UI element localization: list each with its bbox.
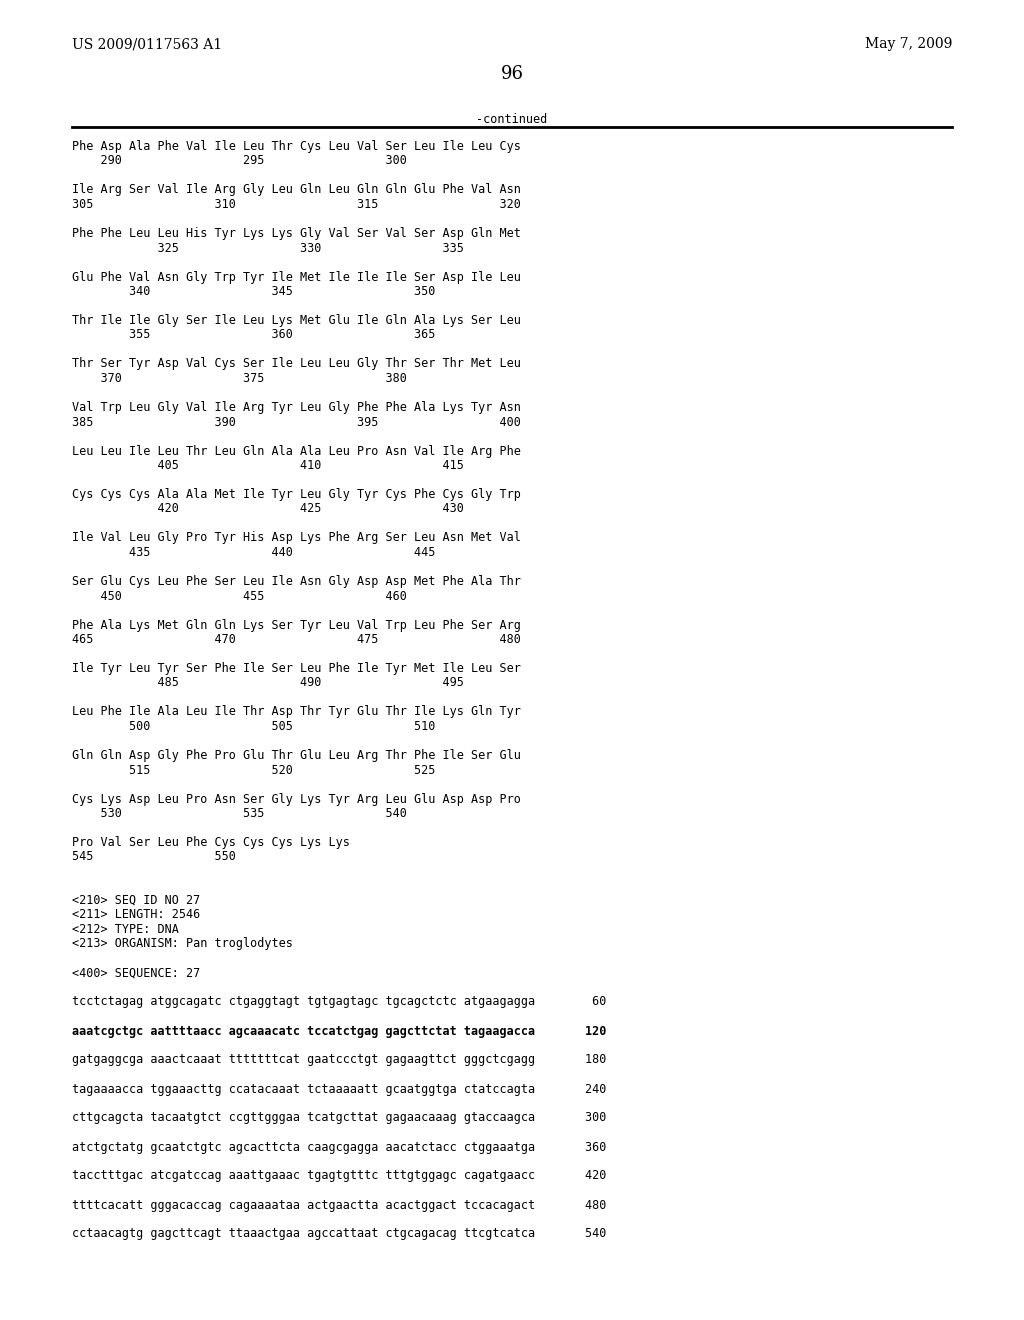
Text: gatgaggcga aaactcaaat tttttttcat gaatccctgt gagaagttct gggctcgagg       180: gatgaggcga aaactcaaat tttttttcat gaatccc…	[72, 1053, 606, 1067]
Text: May 7, 2009: May 7, 2009	[864, 37, 952, 51]
Text: 545                 550: 545 550	[72, 850, 236, 863]
Text: aaatcgctgc aattttaacc agcaaacatc tccatctgag gagcttctat tagaagacca       120: aaatcgctgc aattttaacc agcaaacatc tccatct…	[72, 1024, 606, 1038]
Text: Thr Ser Tyr Asp Val Cys Ser Ile Leu Leu Gly Thr Ser Thr Met Leu: Thr Ser Tyr Asp Val Cys Ser Ile Leu Leu …	[72, 358, 521, 371]
Text: <400> SEQUENCE: 27: <400> SEQUENCE: 27	[72, 966, 201, 979]
Text: 340                 345                 350: 340 345 350	[72, 285, 435, 298]
Text: 450                 455                 460: 450 455 460	[72, 590, 407, 602]
Text: cctaacagtg gagcttcagt ttaaactgaa agccattaat ctgcagacag ttcgtcatca       540: cctaacagtg gagcttcagt ttaaactgaa agccatt…	[72, 1228, 606, 1241]
Text: Ile Val Leu Gly Pro Tyr His Asp Lys Phe Arg Ser Leu Asn Met Val: Ile Val Leu Gly Pro Tyr His Asp Lys Phe …	[72, 532, 521, 544]
Text: Pro Val Ser Leu Phe Cys Cys Cys Lys Lys: Pro Val Ser Leu Phe Cys Cys Cys Lys Lys	[72, 836, 350, 849]
Text: Glu Phe Val Asn Gly Trp Tyr Ile Met Ile Ile Ile Ser Asp Ile Leu: Glu Phe Val Asn Gly Trp Tyr Ile Met Ile …	[72, 271, 521, 284]
Text: Thr Ile Ile Gly Ser Ile Leu Lys Met Glu Ile Gln Ala Lys Ser Leu: Thr Ile Ile Gly Ser Ile Leu Lys Met Glu …	[72, 314, 521, 327]
Text: 530                 535                 540: 530 535 540	[72, 807, 407, 820]
Text: 290                 295                 300: 290 295 300	[72, 154, 407, 168]
Text: <212> TYPE: DNA: <212> TYPE: DNA	[72, 923, 179, 936]
Text: 370                 375                 380: 370 375 380	[72, 372, 407, 385]
Text: Cys Lys Asp Leu Pro Asn Ser Gly Lys Tyr Arg Leu Glu Asp Asp Pro: Cys Lys Asp Leu Pro Asn Ser Gly Lys Tyr …	[72, 792, 521, 805]
Text: -continued: -continued	[476, 114, 548, 125]
Text: Leu Leu Ile Leu Thr Leu Gln Ala Ala Leu Pro Asn Val Ile Arg Phe: Leu Leu Ile Leu Thr Leu Gln Ala Ala Leu …	[72, 445, 521, 458]
Text: ttttcacatt gggacaccag cagaaaataa actgaactta acactggact tccacagact       480: ttttcacatt gggacaccag cagaaaataa actgaac…	[72, 1199, 606, 1212]
Text: 485                 490                 495: 485 490 495	[72, 676, 464, 689]
Text: <210> SEQ ID NO 27: <210> SEQ ID NO 27	[72, 894, 201, 907]
Text: cttgcagcta tacaatgtct ccgttgggaa tcatgcttat gagaacaaag gtaccaagca       300: cttgcagcta tacaatgtct ccgttgggaa tcatgct…	[72, 1111, 606, 1125]
Text: Phe Phe Leu Leu His Tyr Lys Lys Gly Val Ser Val Ser Asp Gln Met: Phe Phe Leu Leu His Tyr Lys Lys Gly Val …	[72, 227, 521, 240]
Text: 405                 410                 415: 405 410 415	[72, 459, 464, 473]
Text: Ser Glu Cys Leu Phe Ser Leu Ile Asn Gly Asp Asp Met Phe Ala Thr: Ser Glu Cys Leu Phe Ser Leu Ile Asn Gly …	[72, 576, 521, 587]
Text: <211> LENGTH: 2546: <211> LENGTH: 2546	[72, 908, 201, 921]
Text: 385                 390                 395                 400: 385 390 395 400	[72, 416, 521, 429]
Text: 355                 360                 365: 355 360 365	[72, 329, 435, 342]
Text: 435                 440                 445: 435 440 445	[72, 546, 435, 558]
Text: Val Trp Leu Gly Val Ile Arg Tyr Leu Gly Phe Phe Ala Lys Tyr Asn: Val Trp Leu Gly Val Ile Arg Tyr Leu Gly …	[72, 401, 521, 414]
Text: tagaaaacca tggaaacttg ccatacaaat tctaaaaatt gcaatggtga ctatccagta       240: tagaaaacca tggaaacttg ccatacaaat tctaaaa…	[72, 1082, 606, 1096]
Text: 96: 96	[501, 65, 523, 83]
Text: US 2009/0117563 A1: US 2009/0117563 A1	[72, 37, 222, 51]
Text: 465                 470                 475                 480: 465 470 475 480	[72, 634, 521, 645]
Text: Gln Gln Asp Gly Phe Pro Glu Thr Glu Leu Arg Thr Phe Ile Ser Glu: Gln Gln Asp Gly Phe Pro Glu Thr Glu Leu …	[72, 748, 521, 762]
Text: tacctttgac atcgatccag aaattgaaac tgagtgtttc tttgtggagc cagatgaacc       420: tacctttgac atcgatccag aaattgaaac tgagtgt…	[72, 1170, 606, 1183]
Text: Phe Ala Lys Met Gln Gln Lys Ser Tyr Leu Val Trp Leu Phe Ser Arg: Phe Ala Lys Met Gln Gln Lys Ser Tyr Leu …	[72, 619, 521, 631]
Text: 500                 505                 510: 500 505 510	[72, 719, 435, 733]
Text: Cys Cys Cys Ala Ala Met Ile Tyr Leu Gly Tyr Cys Phe Cys Gly Trp: Cys Cys Cys Ala Ala Met Ile Tyr Leu Gly …	[72, 488, 521, 502]
Text: 305                 310                 315                 320: 305 310 315 320	[72, 198, 521, 211]
Text: <213> ORGANISM: Pan troglodytes: <213> ORGANISM: Pan troglodytes	[72, 937, 293, 950]
Text: Ile Arg Ser Val Ile Arg Gly Leu Gln Leu Gln Gln Glu Phe Val Asn: Ile Arg Ser Val Ile Arg Gly Leu Gln Leu …	[72, 183, 521, 197]
Text: Phe Asp Ala Phe Val Ile Leu Thr Cys Leu Val Ser Leu Ile Leu Cys: Phe Asp Ala Phe Val Ile Leu Thr Cys Leu …	[72, 140, 521, 153]
Text: Leu Phe Ile Ala Leu Ile Thr Asp Thr Tyr Glu Thr Ile Lys Gln Tyr: Leu Phe Ile Ala Leu Ile Thr Asp Thr Tyr …	[72, 705, 521, 718]
Text: Ile Tyr Leu Tyr Ser Phe Ile Ser Leu Phe Ile Tyr Met Ile Leu Ser: Ile Tyr Leu Tyr Ser Phe Ile Ser Leu Phe …	[72, 663, 521, 675]
Text: tcctctagag atggcagatc ctgaggtagt tgtgagtagc tgcagctctc atgaagagga        60: tcctctagag atggcagatc ctgaggtagt tgtgagt…	[72, 995, 606, 1008]
Text: 325                 330                 335: 325 330 335	[72, 242, 464, 255]
Text: atctgctatg gcaatctgtc agcacttcta caagcgagga aacatctacc ctggaaatga       360: atctgctatg gcaatctgtc agcacttcta caagcga…	[72, 1140, 606, 1154]
Text: 420                 425                 430: 420 425 430	[72, 503, 464, 516]
Text: 515                 520                 525: 515 520 525	[72, 763, 435, 776]
